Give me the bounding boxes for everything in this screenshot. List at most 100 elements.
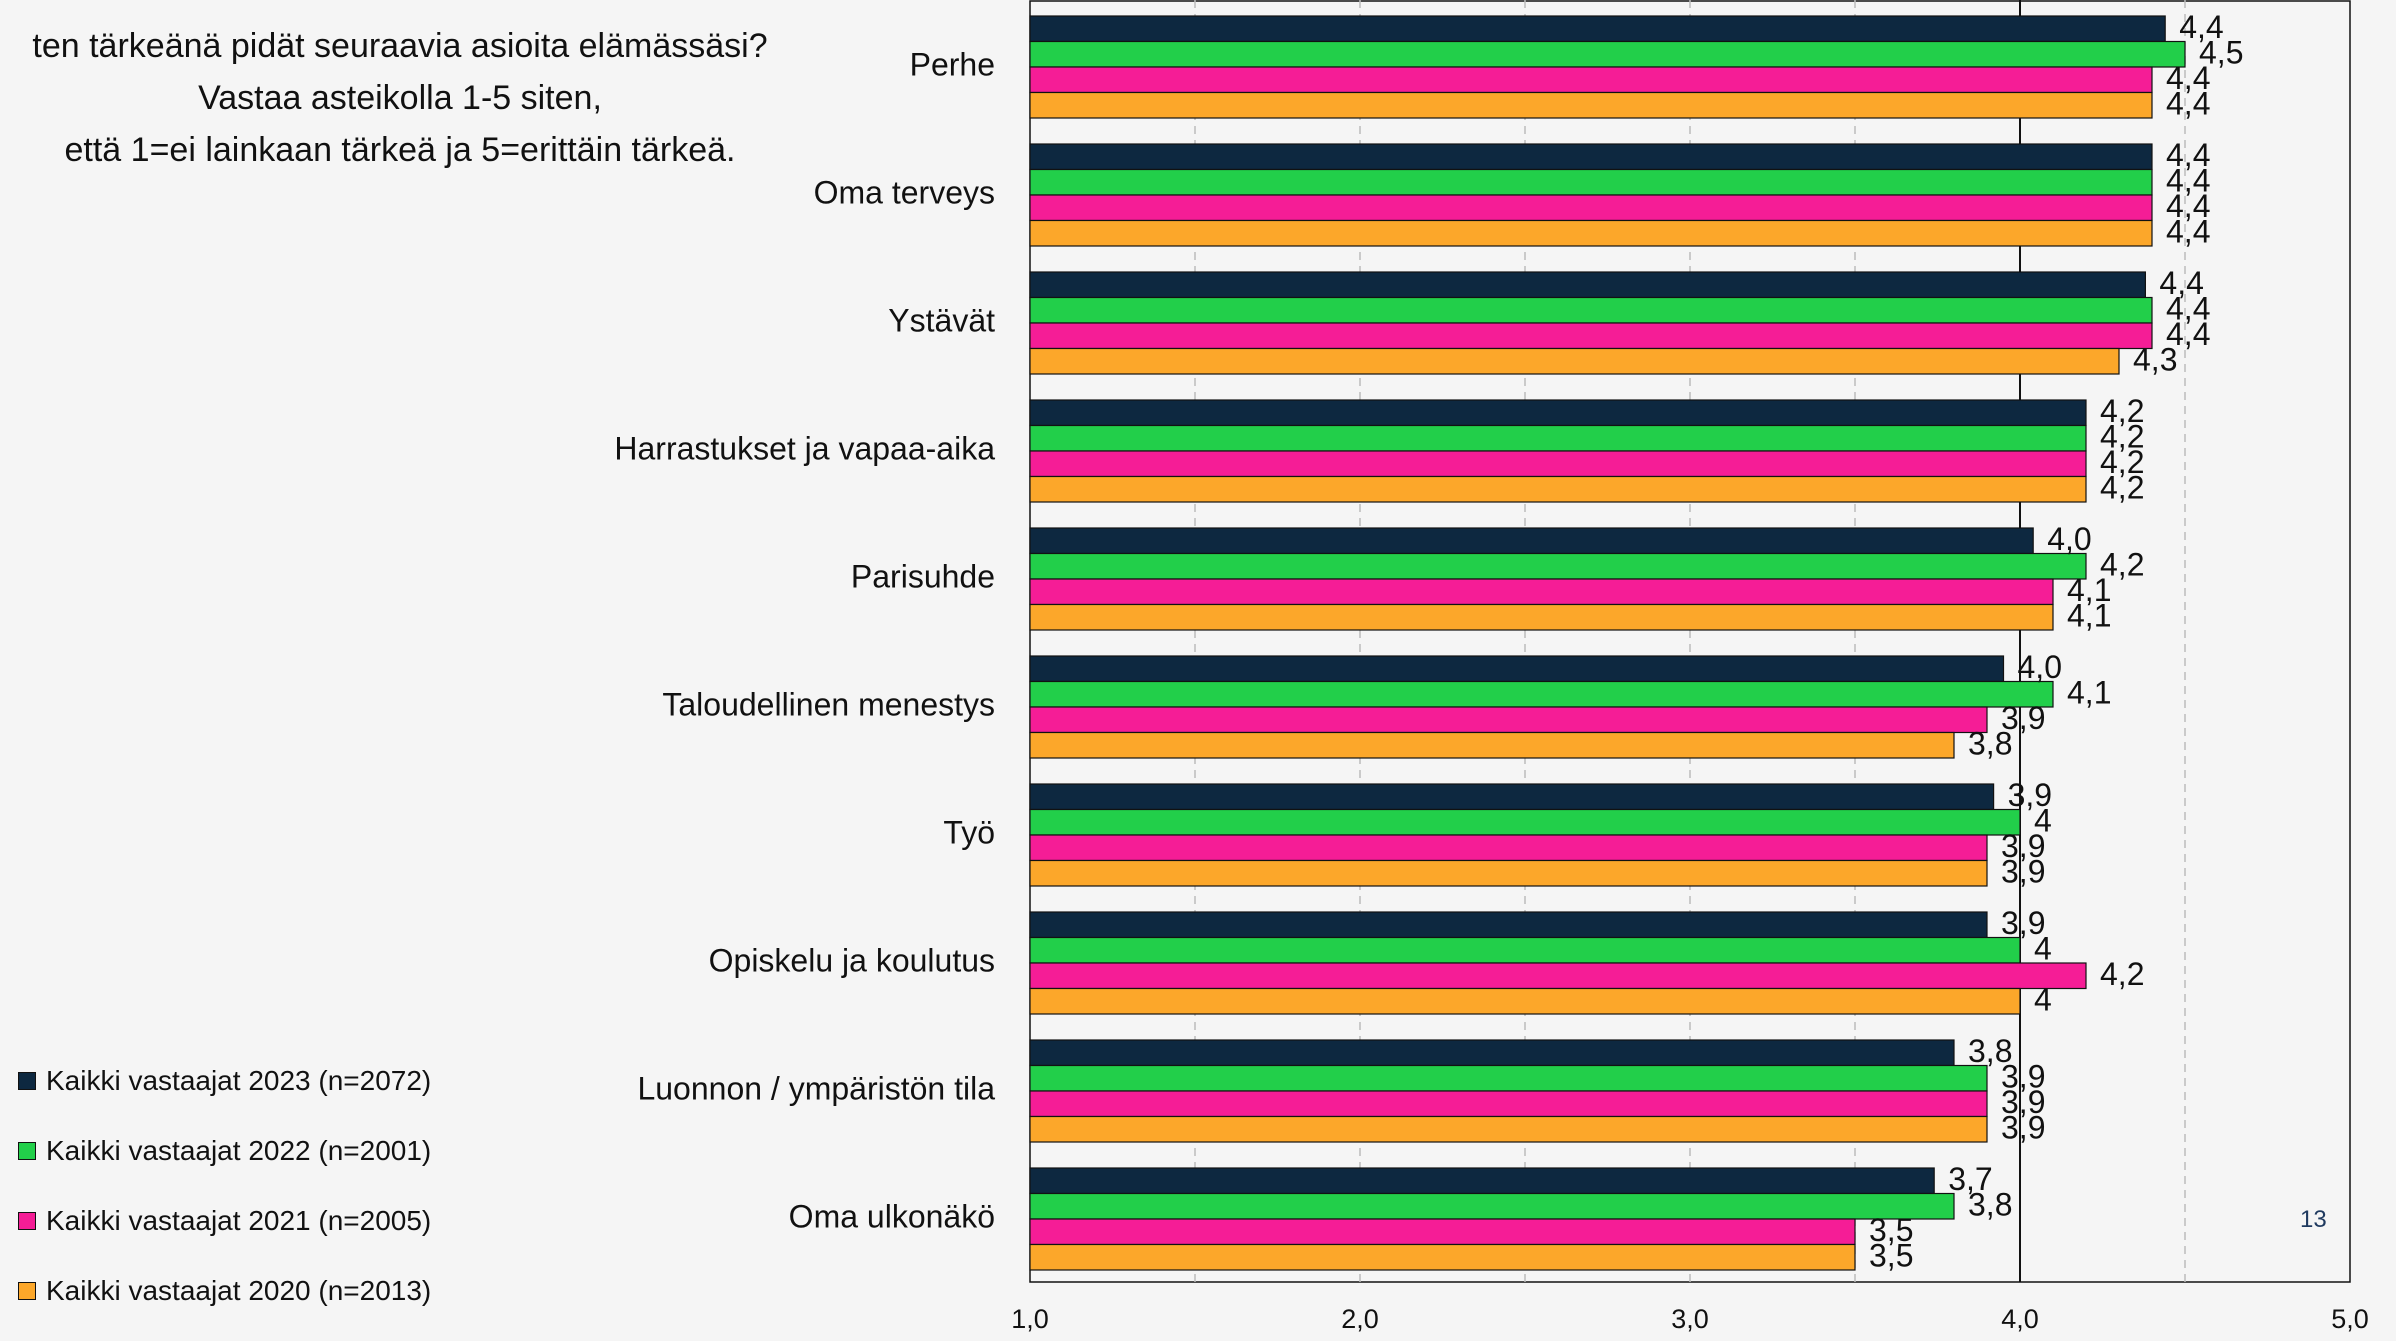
data-label: 3,5 [1869,1238,1913,1274]
bar [1029,194,2153,222]
bar [1029,475,2087,503]
x-tick-label: 2,0 [1341,1304,1379,1334]
data-label: 3,5 [1869,1212,1913,1248]
legend-label-2022: Kaikki vastaajat 2022 (n=2001) [46,1135,432,1166]
data-label: 4,4 [2166,316,2210,352]
data-label: 3,9 [2001,1059,2045,1095]
legend-swatch-2022 [18,1142,36,1160]
bar [1029,1039,1955,1067]
data-label: 4,4 [2166,86,2210,122]
category-label: Oma terveys [814,174,995,210]
data-label: 4 [2034,982,2052,1018]
x-tick-label: 5,0 [2331,1304,2369,1334]
data-label: 4,1 [2067,572,2111,608]
data-label: 4,2 [2100,956,2144,992]
value-labels-layer: 4,44,54,44,44,44,44,44,44,44,44,44,34,24… [1869,9,2243,1274]
bar [1029,322,2153,350]
bar [1029,706,1988,734]
data-label: 3,9 [2001,1110,2045,1146]
data-label: 3,9 [2008,777,2052,813]
data-label: 4,4 [2166,291,2210,327]
bar [1029,552,2087,580]
bar [1029,578,2054,606]
data-label: 4,4 [2166,60,2210,96]
bar [1029,143,2153,171]
bar [1029,911,1988,939]
category-label: Ystävät [888,302,995,338]
data-label: 4,1 [2067,598,2111,634]
data-label: 4 [2034,931,2052,967]
data-label: 4 [2034,803,2052,839]
axis-layer: Perhe Oma terveys Ystävät Harrastukset ja v… [614,46,2368,1334]
data-label: 4,4 [2166,163,2210,199]
data-label: 4,2 [2100,547,2144,583]
category-label: Perhe [910,46,995,82]
category-label: Harrastukset ja vapaa-aika [614,430,995,466]
bar [1029,91,2153,119]
bar [1029,40,2186,68]
data-label: 3,8 [1968,726,2012,762]
category-label: Opiskelu ja koulutus [709,942,995,978]
legend: Kaikki vastaajat 2023 (n=2072) Kaikki va… [18,1046,431,1326]
bar [1029,1167,1935,1195]
bar [1029,1192,1955,1220]
x-tick-label: 3,0 [1671,1304,1709,1334]
legend-swatch-2023 [18,1072,36,1090]
data-label: 4,4 [2159,265,2203,301]
data-label: 4,2 [2100,393,2144,429]
bar [1029,527,2034,555]
data-label: 4,4 [2166,137,2210,173]
bar [1029,962,2087,990]
bar [1029,936,2021,964]
category-label: Parisuhde [851,558,995,594]
data-label: 3,8 [1968,1187,2012,1223]
data-label: 3,9 [2001,854,2045,890]
data-label: 4,0 [2047,521,2091,557]
legend-label-2021: Kaikki vastaajat 2021 (n=2005) [46,1205,432,1236]
data-label: 3,9 [2001,700,2045,736]
legend-item-2022: Kaikki vastaajat 2022 (n=2001) [18,1116,431,1186]
bar [1029,347,2120,375]
legend-swatch-2020 [18,1282,36,1300]
data-label: 4,4 [2179,9,2223,45]
legend-item-2020: Kaikki vastaajat 2020 (n=2013) [18,1256,431,1326]
bar [1029,655,2005,683]
data-label: 3,9 [2001,905,2045,941]
bar [1029,271,2147,299]
category-label: Työ [943,814,995,850]
data-label: 3,8 [1968,1033,2012,1069]
bar [1029,1115,1988,1143]
legend-label-2020: Kaikki vastaajat 2020 (n=2013) [46,1275,432,1306]
data-label: 3,7 [1948,1161,1992,1197]
legend-swatch-2021 [18,1212,36,1230]
data-label: 4,4 [2166,188,2210,224]
legend-item-2023: Kaikki vastaajat 2023 (n=2072) [18,1046,431,1116]
data-label: 3,9 [2001,828,2045,864]
legend-item-2021: Kaikki vastaajat 2021 (n=2005) [18,1186,431,1256]
bar [1029,1218,1856,1246]
legend-label-2023: Kaikki vastaajat 2023 (n=2072) [46,1065,432,1096]
bar [1029,15,2166,43]
bar [1029,834,1988,862]
bar [1029,296,2153,324]
data-label: 4,2 [2100,419,2144,455]
bar [1029,987,2021,1015]
bar [1029,859,1988,887]
x-tick-label: 4,0 [2001,1304,2039,1334]
data-label: 4,1 [2067,675,2111,711]
bar [1029,603,2054,631]
data-label: 4,2 [2100,470,2144,506]
bar [1029,399,2087,427]
bar [1029,1243,1856,1271]
bar [1029,1064,1988,1092]
category-label: Oma ulkonäkö [789,1198,995,1234]
data-label: 4,3 [2133,342,2177,378]
bar [1029,424,2087,452]
bar [1029,731,1955,759]
bar [1029,680,2054,708]
bar [1029,450,2087,478]
page-number: 13 [2300,1206,2327,1233]
data-label: 4,0 [2018,649,2062,685]
bars-layer [1029,15,2186,1271]
data-label: 4,5 [2199,35,2243,71]
